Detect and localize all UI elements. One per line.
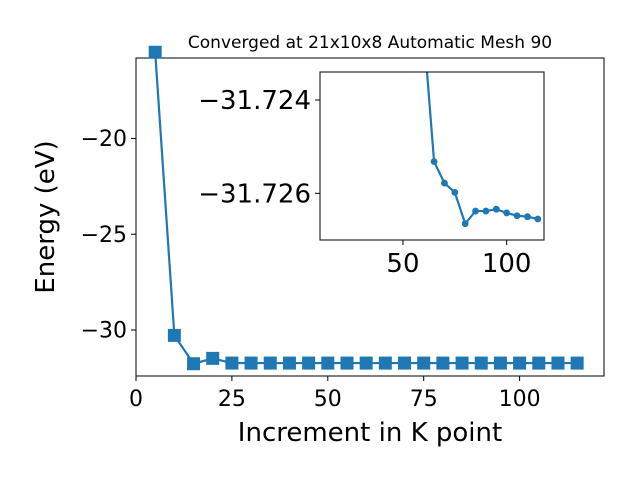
data-point [513, 212, 521, 220]
data-point [417, 356, 431, 370]
data-point [451, 189, 459, 196]
main-x-ticks: 0 25 50 75 100 [129, 376, 541, 412]
data-point [302, 356, 316, 370]
data-point [321, 356, 335, 370]
data-point [551, 356, 565, 370]
x-tick-label: 50 [386, 249, 419, 279]
data-point [492, 205, 500, 213]
data-point [472, 207, 479, 215]
main-chart: Converged at 21x10x8 Automatic Mesh 90 0… [31, 33, 605, 448]
data-point [359, 356, 373, 370]
data-point [430, 158, 438, 166]
inset-y-ticks: −31.726 −31.724 [198, 86, 320, 209]
inset-plot-frame [319, 71, 545, 241]
data-point [148, 45, 162, 59]
inset-x-ticks: 50 100 [386, 240, 531, 279]
data-point [503, 209, 511, 217]
data-point [244, 356, 258, 370]
y-tick-label: −31.726 [198, 179, 311, 209]
data-point [524, 213, 531, 221]
inset-series [425, 72, 542, 228]
x-tick-label: 100 [482, 249, 532, 279]
inset-chart: 50 100 −31.726 −31.724 [198, 71, 545, 279]
chart-title: Converged at 21x10x8 Automatic Mesh 90 [188, 33, 552, 53]
data-point [455, 356, 469, 370]
x-tick-label: 100 [499, 387, 541, 412]
data-point [167, 328, 181, 342]
data-point [436, 356, 450, 370]
data-point [263, 356, 277, 370]
data-point [206, 351, 220, 365]
x-tick-label: 50 [314, 387, 342, 412]
main-plot-frame [135, 57, 605, 377]
data-point [461, 220, 469, 228]
x-tick-label: 75 [410, 387, 438, 412]
y-tick-label: −20 [81, 127, 127, 152]
data-point [513, 356, 527, 370]
y-axis-label: Energy (eV) [31, 140, 61, 293]
y-tick-label: −31.724 [198, 86, 311, 116]
x-tick-label: 25 [218, 387, 246, 412]
y-tick-label: −25 [81, 223, 127, 248]
y-tick-label: −30 [81, 319, 127, 344]
data-point [340, 356, 354, 370]
data-point [378, 356, 392, 370]
data-point [441, 179, 448, 187]
main-y-ticks: −30 −25 −20 [81, 127, 136, 344]
data-point [474, 356, 488, 370]
data-point [570, 356, 584, 370]
main-series [148, 45, 584, 371]
data-point [398, 356, 412, 370]
data-point [482, 207, 490, 215]
x-tick-label: 0 [129, 387, 143, 412]
data-point [493, 356, 507, 370]
data-point [534, 215, 542, 223]
data-point [187, 357, 201, 371]
x-axis-label: Increment in K point [238, 418, 502, 448]
data-point [282, 356, 296, 370]
data-point [225, 356, 239, 370]
data-point [532, 356, 546, 370]
